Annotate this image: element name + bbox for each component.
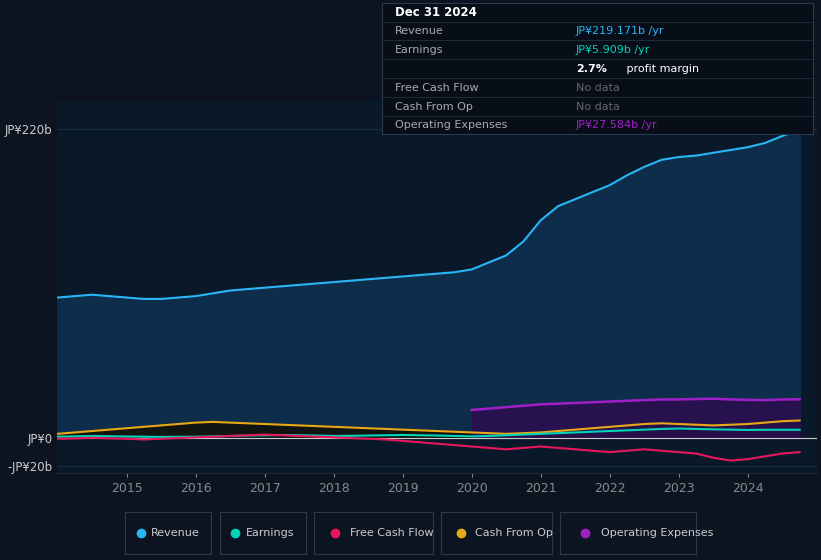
Text: JP¥219.171b /yr: JP¥219.171b /yr — [576, 26, 664, 36]
Text: Free Cash Flow: Free Cash Flow — [350, 529, 433, 538]
Text: profit margin: profit margin — [623, 64, 699, 74]
Text: No data: No data — [576, 101, 620, 111]
Text: Earnings: Earnings — [395, 45, 443, 55]
Text: Operating Expenses: Operating Expenses — [395, 120, 507, 130]
Text: Cash From Op: Cash From Op — [395, 101, 473, 111]
Text: 2.7%: 2.7% — [576, 64, 607, 74]
Text: Operating Expenses: Operating Expenses — [601, 529, 713, 538]
Text: Earnings: Earnings — [245, 529, 294, 538]
Text: JP¥5.909b /yr: JP¥5.909b /yr — [576, 45, 650, 55]
Text: Free Cash Flow: Free Cash Flow — [395, 83, 479, 93]
Text: Revenue: Revenue — [151, 529, 200, 538]
Text: No data: No data — [576, 83, 620, 93]
Text: Revenue: Revenue — [395, 26, 443, 36]
Text: Cash From Op: Cash From Op — [475, 529, 553, 538]
Text: JP¥27.584b /yr: JP¥27.584b /yr — [576, 120, 658, 130]
Text: Dec 31 2024: Dec 31 2024 — [395, 6, 476, 19]
